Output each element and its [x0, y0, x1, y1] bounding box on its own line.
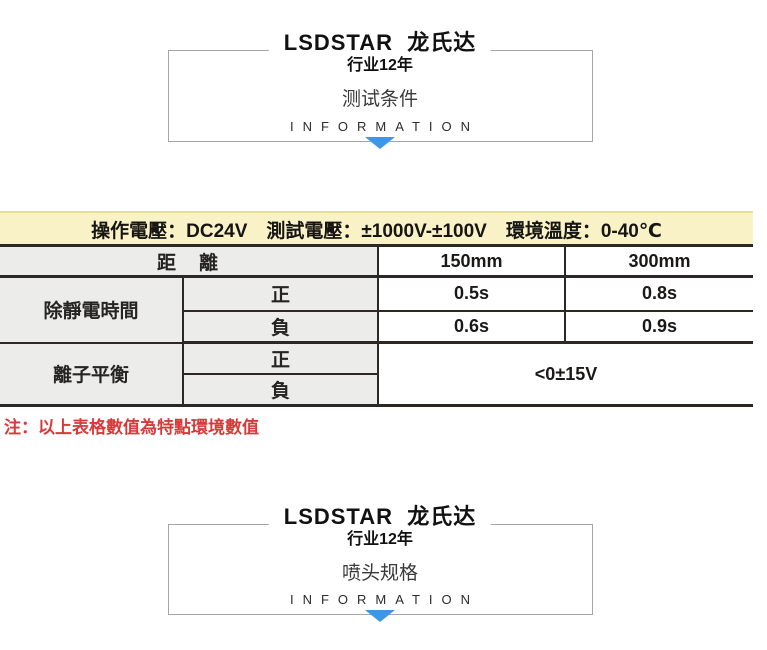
discharge-positive-300-cell: 0.8s [564, 275, 754, 312]
discharge-negative-label-cell: 負 [181, 309, 380, 344]
ion-balance-value-cell: <0±15V [377, 341, 754, 407]
distance-150mm-cell: 150mm [377, 244, 567, 278]
table-note: 注：以上表格數值為特點環境數值 [4, 418, 259, 437]
brand-title: LSDSTAR 龙氏达 [268, 504, 492, 530]
information-label: INFORMATION [289, 592, 480, 607]
section-title-nozzle-spec: 喷头规格 [341, 563, 419, 584]
distance-header-cell: 距 離 [0, 244, 380, 278]
brand-title: LSDSTAR 龙氏达 [268, 30, 492, 56]
brand-subtitle: 行业12年 [347, 57, 413, 74]
table-row-discharge-negative: 負 0.6s 0.9s [0, 309, 754, 344]
brand-subtitle: 行业12年 [347, 531, 413, 548]
discharge-positive-label-cell: 正 [181, 275, 380, 312]
ion-negative-label-cell: 負 [181, 372, 380, 407]
operating-conditions-bar: 操作電壓：DC24V 測試電壓：±1000V-±100V 環境溫度：0-40℃ [0, 211, 753, 246]
table-row-ion-positive: 離子平衡 正 <0±15V [0, 341, 754, 407]
discharge-time-label-cell: 除靜電時間 [0, 275, 184, 344]
ion-balance-label-cell: 離子平衡 [0, 341, 184, 407]
discharge-positive-150-cell: 0.5s [377, 275, 567, 312]
table-row-ion-negative: 負 [0, 372, 753, 407]
arrow-down-icon [365, 610, 395, 622]
table-row-distance: 距 離 150mm 300mm [0, 244, 754, 278]
information-label: INFORMATION [289, 119, 480, 134]
test-conditions-table: 距 離 150mm 300mm 除靜電時間 正 0.5s 0.8s 負 0.6s… [0, 244, 754, 407]
table-row-discharge-positive: 除靜電時間 正 0.5s 0.8s [0, 275, 754, 344]
discharge-negative-300-cell: 0.9s [564, 309, 754, 344]
section-title-test-conditions: 测试条件 [341, 89, 419, 110]
ion-positive-label-cell: 正 [181, 341, 380, 375]
discharge-negative-150-cell: 0.6s [377, 309, 567, 344]
distance-300mm-cell: 300mm [564, 244, 754, 278]
arrow-down-icon [365, 137, 395, 149]
